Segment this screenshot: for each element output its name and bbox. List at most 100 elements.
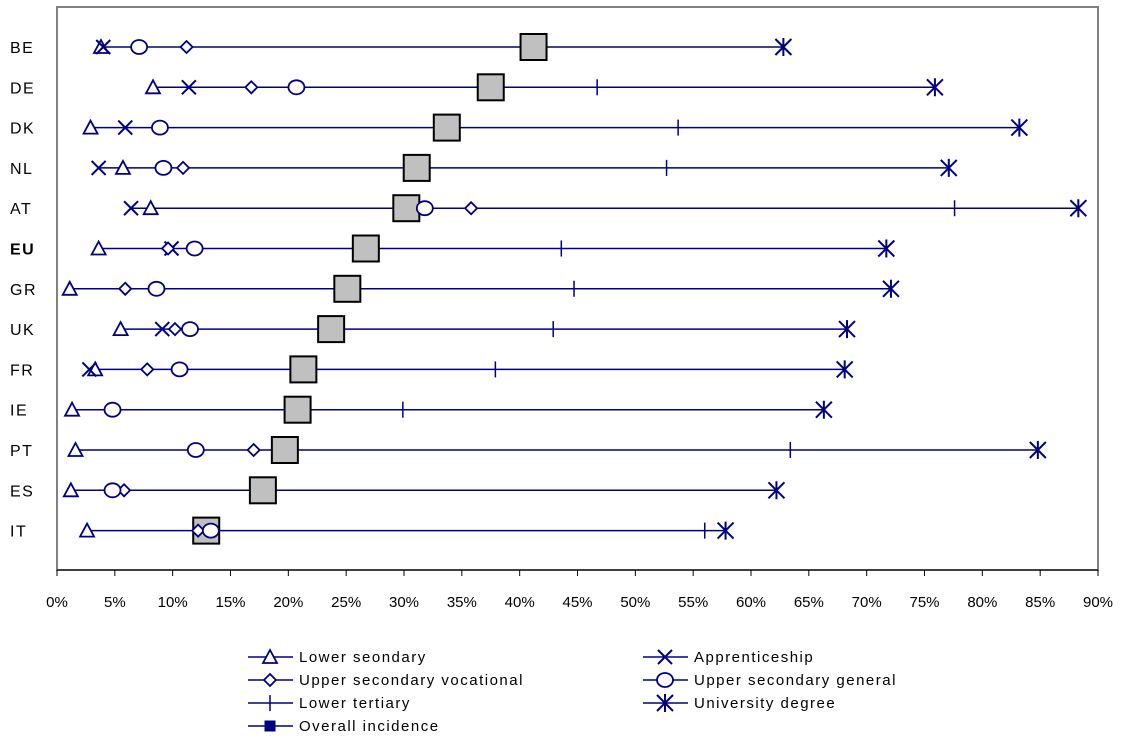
legend-label: Apprenticeship — [694, 649, 814, 666]
y-label-ie: IE — [10, 403, 28, 420]
marker-asterisk-pt — [1029, 441, 1047, 459]
marker-triangle-eu — [90, 239, 108, 256]
x-tick-label: 60% — [736, 594, 766, 611]
y-label-gr: GR — [10, 282, 37, 299]
marker-circle-at — [415, 200, 434, 217]
x-tick-label: 80% — [967, 594, 997, 611]
marker-triangle-uk — [112, 320, 130, 337]
x-tick-label: 50% — [620, 594, 650, 611]
marker-asterisk-dk — [1010, 118, 1029, 137]
legend-label: Upper secondary vocational — [299, 672, 524, 689]
marker-triangle-nl — [114, 159, 132, 175]
x-tick-label: 55% — [678, 594, 708, 611]
x-tick-label: 10% — [158, 594, 188, 611]
marker-diamond-pt — [246, 442, 261, 458]
marker-diamond-fr — [139, 362, 155, 377]
x-tick-label: 40% — [505, 594, 535, 611]
x-tick-label: 20% — [273, 594, 303, 611]
marker-circle-de — [287, 79, 306, 96]
marker-circle-ie — [103, 401, 122, 418]
x-tick-label: 0% — [46, 594, 68, 611]
marker-triangle-dk — [82, 118, 100, 135]
x-tick-label: 75% — [909, 594, 939, 611]
marker-circle-it — [201, 522, 220, 539]
marker-triangle-at — [142, 199, 160, 216]
legend-item: Upper secondary vocational — [248, 672, 524, 689]
marker-diamond-be — [179, 39, 194, 55]
x-tick-label: 25% — [331, 594, 361, 611]
marker-triangle-es — [62, 481, 80, 498]
marker-x-be — [95, 39, 111, 55]
marker-square-ie — [283, 395, 312, 424]
x-tick-label: 5% — [104, 594, 126, 611]
legend-marker-triangle — [261, 648, 279, 664]
marker-asterisk-nl — [940, 158, 958, 177]
marker-square-dk — [432, 113, 461, 142]
x-tick-label: 65% — [794, 594, 824, 611]
marker-square-gr — [333, 274, 362, 303]
marker-diamond-it — [190, 523, 206, 538]
marker-circle-pt — [186, 442, 205, 458]
marker-triangle-ie — [63, 400, 81, 417]
marker-asterisk-at — [1069, 199, 1088, 218]
marker-asterisk-es — [767, 481, 786, 500]
legend-label: Lower seondary — [299, 649, 427, 666]
marker-square-fr — [289, 355, 318, 384]
legend-marker-square — [264, 720, 276, 732]
legend-marker-diamond — [262, 672, 278, 688]
marker-square-at — [392, 194, 421, 223]
y-label-de: DE — [10, 80, 35, 97]
y-label-pt: PT — [10, 443, 33, 460]
x-tick-label: 30% — [389, 594, 419, 611]
y-label-es: ES — [10, 483, 34, 500]
marker-square-es — [248, 476, 277, 505]
legend-label: Upper secondary general — [694, 672, 897, 689]
marker-x-at — [123, 200, 139, 216]
marker-asterisk-ie — [815, 400, 833, 419]
x-tick-label: 45% — [562, 594, 592, 611]
marker-triangle-pt — [66, 441, 85, 457]
x-axis-ticks: 0% 5% 10% 15% 20% 25% 30% 35% 40% 45% 50% 55% 60% 65%… — [46, 570, 1113, 611]
x-tick-label: 85% — [1025, 594, 1055, 611]
marker-x-nl — [90, 160, 107, 176]
marker-circle-es — [103, 482, 122, 499]
marker-diamond-at — [463, 200, 479, 216]
marker-asterisk-fr — [835, 360, 854, 379]
marker-asterisk-be — [774, 38, 793, 56]
y-label-dk: DK — [10, 121, 35, 138]
marker-circle-nl — [154, 159, 173, 176]
y-label-be: BE — [10, 40, 34, 57]
marker-square-uk — [317, 315, 346, 344]
marker-triangle-it — [78, 521, 96, 538]
marker-diamond-nl — [175, 160, 191, 176]
marker-x-uk — [154, 321, 170, 337]
marker-x-fr — [81, 361, 98, 378]
y-label-uk: UK — [10, 322, 35, 339]
y-label-fr: FR — [10, 362, 34, 379]
marker-square-be — [519, 33, 548, 61]
marker-x-dk — [117, 119, 133, 136]
marker-diamond-de — [244, 80, 259, 95]
x-tick-label: 15% — [215, 594, 245, 611]
marker-triangle-gr — [61, 279, 79, 296]
marker-circle-eu — [185, 240, 204, 257]
marker-asterisk-eu — [877, 239, 896, 258]
x-tick-label: 70% — [852, 594, 882, 611]
marker-square-eu — [351, 234, 380, 263]
marker-asterisk-it — [716, 521, 735, 540]
legend-label: Overall incidence — [299, 718, 440, 735]
marker-square-nl — [402, 153, 431, 182]
marker-square-pt — [270, 436, 299, 464]
marker-x-de — [181, 79, 197, 96]
y-label-it: IT — [10, 524, 27, 541]
markers-group — [61, 33, 1088, 545]
marker-circle-be — [130, 39, 149, 55]
legend: Lower seondary Apprenticeship Upper second… — [248, 648, 897, 735]
legend-item: Lower seondary — [248, 648, 427, 666]
marker-circle-fr — [170, 361, 189, 378]
marker-diamond-uk — [167, 321, 183, 337]
legend-marker-x — [657, 649, 673, 665]
marker-square-de — [476, 73, 505, 102]
